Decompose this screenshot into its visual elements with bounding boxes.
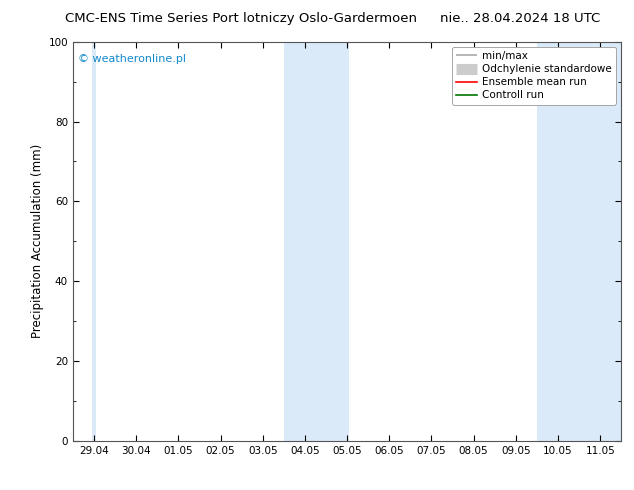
Bar xyxy=(537,42,623,441)
Bar xyxy=(92,42,96,441)
Text: © weatheronline.pl: © weatheronline.pl xyxy=(79,53,186,64)
Bar xyxy=(284,42,349,441)
Legend: min/max, Odchylenie standardowe, Ensemble mean run, Controll run: min/max, Odchylenie standardowe, Ensembl… xyxy=(452,47,616,104)
Y-axis label: Precipitation Accumulation (mm): Precipitation Accumulation (mm) xyxy=(31,144,44,339)
Text: nie.. 28.04.2024 18 UTC: nie.. 28.04.2024 18 UTC xyxy=(440,12,600,25)
Text: CMC-ENS Time Series Port lotniczy Oslo-Gardermoen: CMC-ENS Time Series Port lotniczy Oslo-G… xyxy=(65,12,417,25)
